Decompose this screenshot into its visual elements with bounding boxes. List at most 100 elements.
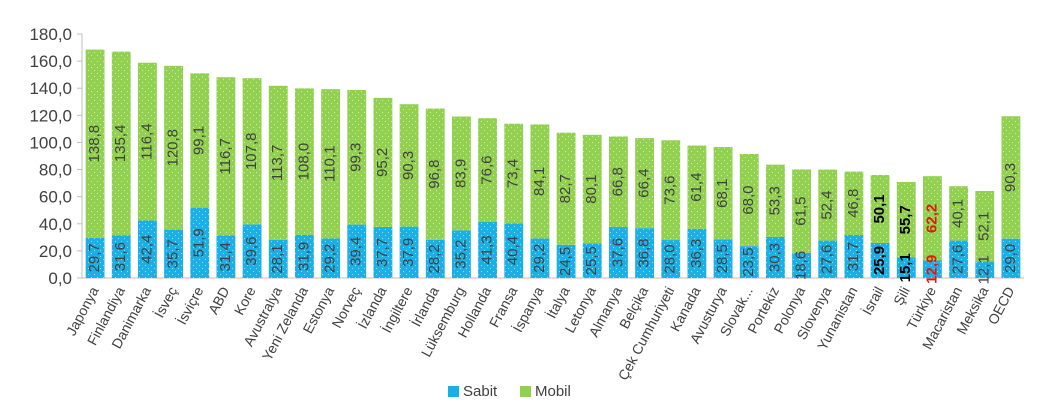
sabit-value-label: 24,5: [557, 247, 574, 276]
bar-sabit-texture: [870, 242, 890, 278]
mobil-value-label: 116,4: [138, 123, 155, 159]
bar-sabit-texture: [1001, 238, 1021, 278]
y-tick-label: 60,0: [39, 188, 72, 207]
bar-sabit-texture: [85, 237, 105, 278]
mobil-value-label: 50,1: [871, 194, 888, 223]
mobil-value-label: 61,5: [793, 197, 810, 226]
sabit-value-label: 39,4: [348, 237, 365, 266]
mobil-value-label: 73,4: [505, 159, 522, 188]
bar-mobil-texture: [399, 104, 419, 227]
y-tick-label: 0,0: [48, 269, 72, 288]
bar-mobil-texture: [216, 77, 236, 236]
sabit-value-label: 28,2: [426, 244, 443, 273]
bar-sabit-texture: [896, 257, 916, 278]
mobil-value-label: 113,7: [269, 145, 286, 181]
bar-mobil-texture: [635, 138, 655, 229]
bar-mobil-texture: [922, 176, 942, 261]
y-tick-label: 180,0: [29, 25, 72, 44]
bar-sabit-texture: [190, 207, 210, 278]
sabit-value-label: 28,0: [662, 244, 679, 273]
bar-mobil-texture: [425, 108, 445, 240]
bar-mobil-texture: [687, 145, 707, 229]
bar-mobil-texture: [530, 124, 550, 239]
y-tick-label: 160,0: [29, 52, 72, 71]
sabit-value-label: 37,6: [609, 238, 626, 267]
mobil-value-label: 116,7: [217, 138, 234, 174]
sabit-value-label: 31,4: [217, 242, 234, 271]
bar-sabit-texture: [137, 220, 157, 278]
bar-sabit-texture: [765, 236, 785, 278]
mobil-value-label: 52,1: [976, 212, 993, 241]
category-label: Şili: [890, 284, 913, 308]
bar-mobil-texture: [739, 153, 759, 247]
bar-sabit-texture: [530, 238, 550, 278]
legend-swatch-mobil: [520, 386, 531, 397]
bar-mobil-texture: [347, 89, 367, 225]
legend-swatch-sabit: [448, 386, 459, 397]
y-tick-label: 80,0: [39, 161, 72, 180]
bar-mobil-texture: [85, 49, 105, 238]
bar-mobil-texture: [268, 85, 288, 240]
sabit-value-label: 40,4: [505, 236, 522, 265]
y-tick-label: 140,0: [29, 79, 72, 98]
mobil-value-label: 76,6: [479, 155, 496, 184]
y-tick-label: 40,0: [39, 215, 72, 234]
legend-label-mobil: Mobil: [535, 383, 571, 400]
bar-sabit-texture: [216, 235, 236, 278]
mobil-value-label: 110,1: [322, 146, 339, 182]
bar-mobil-texture: [478, 118, 498, 223]
mobil-value-label: 73,6: [662, 176, 679, 205]
mobil-value-label: 90,3: [400, 151, 417, 180]
sabit-value-label: 23,5: [740, 247, 757, 276]
sabit-value-label: 36,8: [636, 238, 653, 267]
bar-sabit-texture: [818, 240, 838, 278]
mobil-value-label: 66,4: [636, 169, 653, 198]
sabit-value-label: 28,1: [269, 244, 286, 273]
mobil-value-label: 95,2: [374, 148, 391, 177]
sabit-value-label: 36,3: [688, 239, 705, 268]
bar-sabit-texture: [164, 229, 184, 278]
mobil-value-label: 135,4: [112, 125, 129, 163]
bar-sabit-texture: [661, 240, 681, 278]
sabit-value-label: 25,5: [583, 246, 600, 275]
bar-sabit-texture: [294, 234, 314, 278]
sabit-value-label: 12,1: [976, 255, 993, 284]
sabit-value-label: 51,9: [191, 228, 208, 257]
sabit-value-label: 31,6: [112, 242, 129, 271]
mobil-value-label: 53,3: [766, 186, 783, 215]
bar-mobil-texture: [504, 123, 524, 224]
sabit-value-label: 35,7: [165, 239, 182, 268]
sabit-value-label: 25,9: [871, 246, 888, 275]
sabit-value-label: 30,3: [766, 243, 783, 272]
sabit-value-label: 29,2: [531, 244, 548, 273]
bar-mobil-texture: [1001, 116, 1021, 239]
category-label: İsviçre: [172, 283, 206, 327]
bar-mobil-texture: [818, 169, 838, 241]
bar-sabit-texture: [399, 226, 419, 278]
bar-mobil-texture: [896, 182, 916, 258]
mobil-value-label: 46,8: [845, 189, 862, 218]
mobil-value-label: 68,0: [740, 185, 757, 214]
sabit-value-label: 42,4: [138, 235, 155, 264]
sabit-value-label: 28,5: [714, 244, 731, 273]
sabit-value-label: 39,6: [243, 237, 260, 266]
mobil-value-label: 107,8: [243, 132, 260, 170]
bar-mobil-texture: [608, 136, 628, 228]
bar-sabit-texture: [373, 226, 393, 278]
bar-mobil-texture: [844, 171, 864, 236]
mobil-value-label: 55,7: [897, 205, 914, 234]
bar-mobil-texture: [451, 116, 471, 231]
sabit-value-label: 31,7: [845, 242, 862, 271]
mobil-value-label: 99,3: [348, 143, 365, 172]
sabit-value-label: 41,3: [479, 235, 496, 264]
bar-mobil-texture: [373, 97, 393, 227]
y-tick-label: 20,0: [39, 242, 72, 261]
sabit-value-label: 37,9: [400, 238, 417, 267]
bar-sabit-texture: [111, 235, 131, 278]
bar-mobil-texture: [137, 62, 157, 221]
bar-mobil-texture: [870, 174, 890, 243]
mobil-value-label: 96,8: [426, 160, 443, 189]
bar-sabit-texture: [844, 235, 864, 278]
mobil-value-label: 84,1: [531, 167, 548, 196]
